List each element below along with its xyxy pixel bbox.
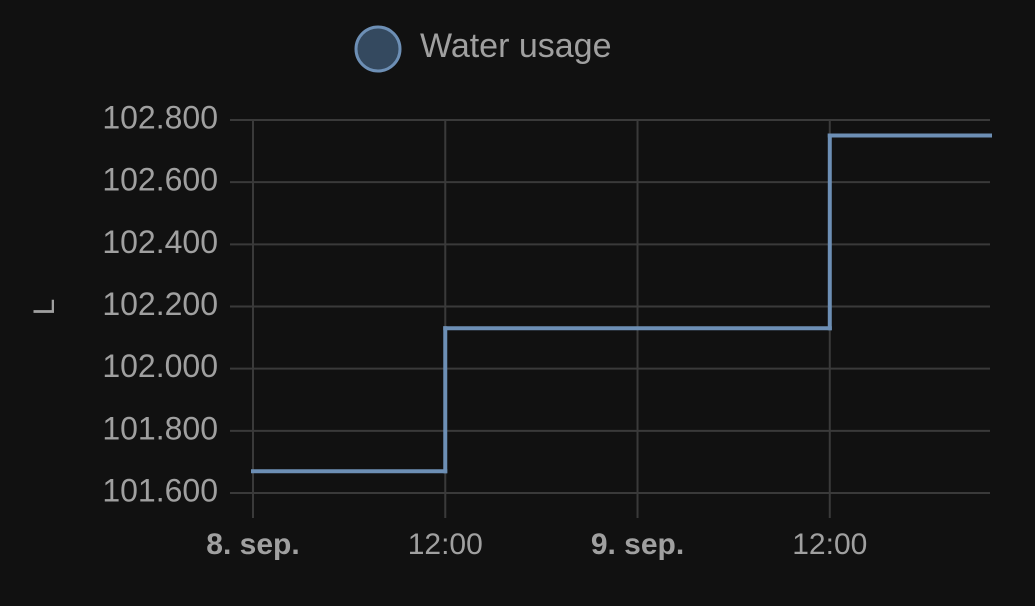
x-tick-label: 12:00 [408, 528, 483, 561]
y-tick-label: 102.000 [102, 348, 218, 384]
x-tick-label: 9. sep. [591, 528, 684, 561]
y-axis-label: L [28, 299, 61, 316]
x-tick-label: 8. sep. [206, 528, 299, 561]
y-tick-label: 102.400 [102, 224, 218, 260]
x-tick-label: 12:00 [792, 528, 867, 561]
y-tick-label: 102.200 [102, 286, 218, 322]
y-tick-label: 102.800 [102, 99, 218, 135]
y-tick-label: 102.600 [102, 162, 218, 198]
legend-label[interactable]: Water usage [420, 27, 612, 65]
legend-swatch[interactable] [354, 25, 402, 73]
y-tick-label: 101.600 [102, 472, 218, 508]
y-tick-label: 101.800 [102, 410, 218, 446]
